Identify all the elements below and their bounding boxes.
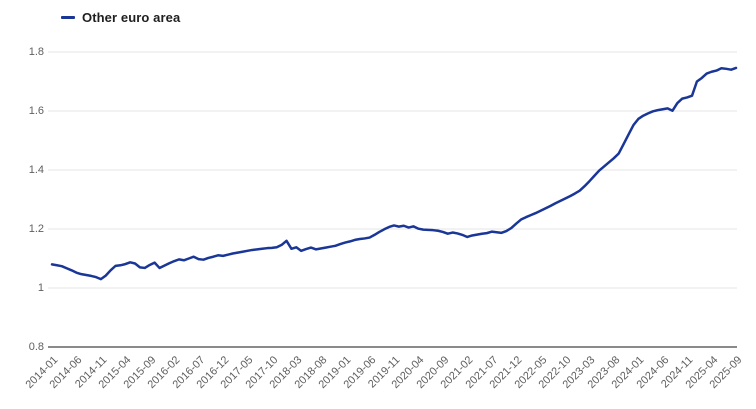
legend-line-marker <box>61 16 75 19</box>
y-tick-label: 1.6 <box>28 105 44 117</box>
legend: Other euro area <box>61 10 180 25</box>
y-tick-label: 1.4 <box>28 164 44 176</box>
y-tick-label: 1.2 <box>28 223 44 235</box>
y-tick-label: 1 <box>37 282 44 294</box>
y-tick-label: 0.8 <box>28 341 44 353</box>
y-tick-label: 1.8 <box>28 46 44 58</box>
legend-label: Other euro area <box>82 10 181 25</box>
series-line-other-euro-area <box>50 66 738 281</box>
